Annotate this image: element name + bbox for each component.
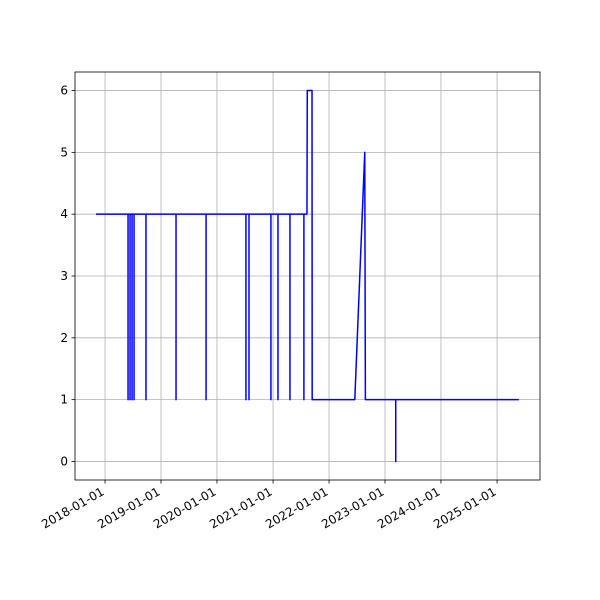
y-tick-label: 4 bbox=[60, 207, 68, 221]
y-tick-label: 0 bbox=[60, 454, 68, 468]
grid bbox=[75, 72, 540, 480]
y-tick-label: 3 bbox=[60, 269, 68, 283]
data-line bbox=[96, 89, 519, 463]
y-tick-label: 5 bbox=[60, 145, 68, 159]
y-tick-label: 2 bbox=[60, 331, 68, 345]
plot bbox=[96, 89, 519, 463]
y-tick-label: 1 bbox=[60, 393, 68, 407]
y-tick-label: 6 bbox=[60, 84, 68, 98]
